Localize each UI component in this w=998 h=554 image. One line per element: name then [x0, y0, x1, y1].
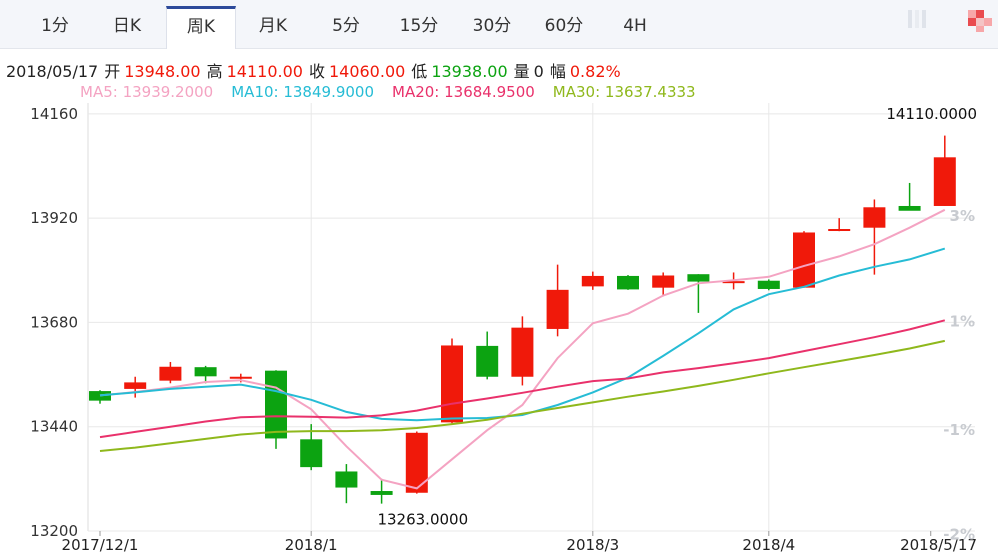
change-value: 0.82% [569, 62, 621, 81]
tab-3[interactable]: 周K [166, 6, 236, 49]
high-value: 14110.00 [226, 62, 303, 81]
ma10-legend: MA10: 13849.9000 [231, 83, 375, 101]
candle-body [652, 275, 675, 288]
close-label: 收 [308, 62, 325, 81]
tab-6[interactable]: 15分 [399, 16, 439, 36]
ma-line-ma10 [99, 247, 946, 422]
ma-legend: MA5: 13939.2000 MA10: 13849.9000 MA20: 136… [80, 83, 714, 101]
x-tick-label: 2018/5/17 [900, 536, 977, 554]
price-annotation: 14110.0000 [886, 105, 977, 123]
candle-body [546, 289, 569, 329]
candle-body [687, 274, 710, 282]
price-annotation: 13263.0000 [377, 511, 468, 529]
candle-body [229, 376, 252, 379]
pct-tick-label: -2% [943, 525, 975, 543]
tab-1[interactable]: 1分 [41, 16, 69, 36]
x-tick-label: 2018/4 [742, 536, 795, 554]
ma20-legend: MA20: 13684.9500 [392, 83, 535, 101]
candle-body [511, 327, 534, 377]
ma5-legend: MA5: 13939.2000 [80, 83, 214, 101]
candle-body [335, 471, 358, 488]
ma-line-ma5 [99, 208, 946, 490]
volume-value: 0 [533, 62, 544, 81]
ma-line-ma20 [99, 319, 946, 439]
candle-body [722, 281, 745, 284]
grid-icon[interactable] [906, 8, 928, 30]
candle-body [89, 391, 111, 401]
y-tick-label: 13680 [30, 313, 78, 331]
candle-body [194, 367, 217, 377]
candle-body [757, 280, 780, 289]
y-tick-label: 13200 [30, 522, 78, 540]
change-label: 幅 [549, 62, 566, 81]
pct-tick-label: 3% [950, 207, 975, 225]
candle-body [898, 205, 921, 211]
high-label: 高 [206, 62, 223, 81]
tab-4[interactable]: 月K [258, 16, 288, 36]
candle-body [617, 275, 639, 290]
x-tick-label: 2017/12/1 [62, 536, 139, 554]
tab-2[interactable]: 日K [112, 16, 142, 36]
candle-body [476, 345, 499, 377]
ohlc-info-bar: 2018/05/17 开 13948.00 高 14110.00 收 14060.00 低 13… [6, 58, 627, 82]
open-value: 13948.00 [124, 62, 201, 81]
candle-body [828, 229, 851, 232]
candle-body [933, 157, 956, 206]
candle-body [863, 207, 886, 228]
close-value: 14060.00 [328, 62, 406, 81]
candle-body [581, 275, 604, 287]
volume-label: 量 [513, 62, 530, 81]
candle-body [300, 439, 323, 468]
candle-body [793, 232, 815, 288]
pixel-logo-icon [966, 8, 994, 32]
candle-body [159, 366, 182, 381]
period-tab-bar: 1分 日K 周K 月K 5分 15分 30分 60分 4H [0, 0, 998, 49]
candle-body [405, 432, 428, 493]
tab-5[interactable]: 5分 [332, 16, 360, 36]
ma30-legend: MA30: 13637.4333 [552, 83, 696, 101]
y-tick-label: 14160 [30, 105, 78, 123]
ma-line-ma30 [99, 339, 946, 452]
tab-9[interactable]: 4H [623, 16, 647, 36]
tab-8[interactable]: 60分 [544, 16, 584, 36]
tab-7[interactable]: 30分 [472, 16, 512, 36]
pct-tick-label: 1% [950, 313, 975, 331]
candle-body [124, 382, 147, 389]
candle-body [265, 370, 287, 439]
candle-body [441, 345, 463, 423]
low-label: 低 [411, 62, 428, 81]
open-label: 开 [104, 62, 121, 81]
info-date: 2018/05/17 [6, 62, 99, 81]
y-tick-label: 13920 [30, 209, 78, 227]
candle-body [370, 491, 393, 495]
x-tick-label: 2018/3 [566, 536, 619, 554]
x-tick-label: 2018/1 [285, 536, 338, 554]
pct-tick-label: -1% [943, 421, 975, 439]
low-value: 13938.00 [431, 62, 508, 81]
y-tick-label: 13440 [30, 418, 78, 436]
